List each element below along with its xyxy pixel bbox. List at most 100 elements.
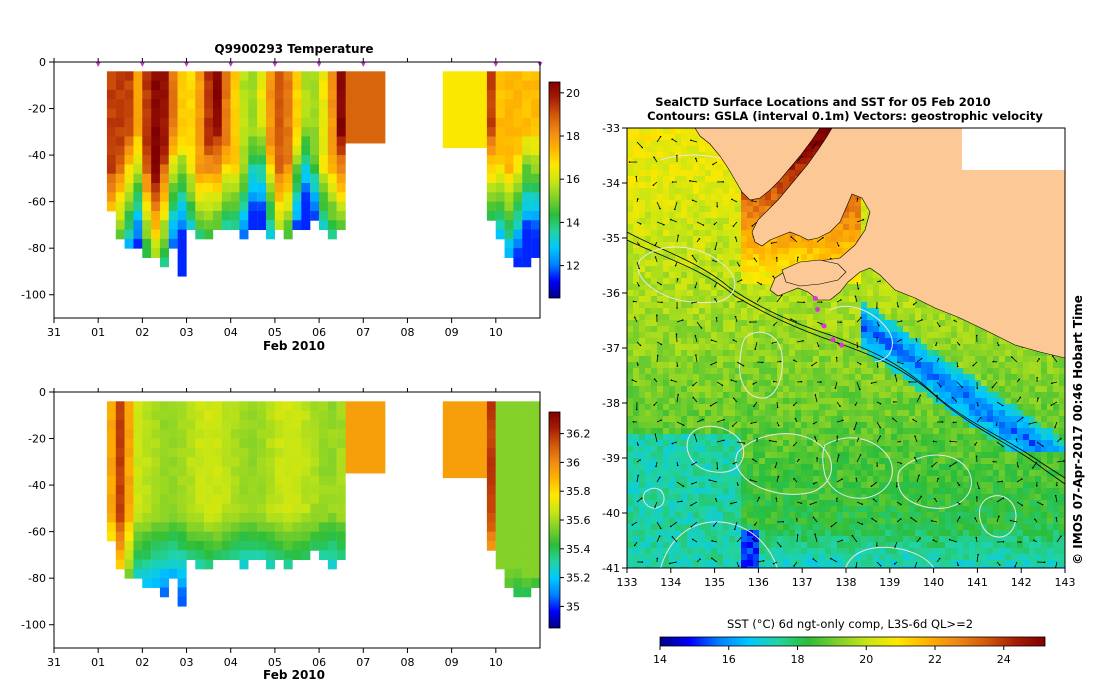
- sst-pixel: [777, 398, 784, 405]
- sst-pixel: [633, 278, 640, 285]
- section-cell: [522, 447, 532, 458]
- section-cell: [204, 201, 214, 212]
- sst-pixel: [993, 356, 1000, 363]
- sst-pixel: [795, 170, 802, 177]
- sst-pixel: [693, 338, 700, 345]
- sst-pixel: [735, 422, 742, 429]
- section-cell: [531, 183, 540, 193]
- sst-pixel: [693, 290, 700, 297]
- sst-pixel: [663, 152, 670, 159]
- sst-pixel: [735, 368, 742, 375]
- section-cell: [239, 475, 249, 486]
- section-cell: [212, 192, 222, 203]
- sst-pixel: [681, 320, 688, 327]
- section-cell: [327, 155, 337, 165]
- sst-pixel: [645, 260, 652, 267]
- sst-pixel: [843, 218, 850, 225]
- sst-pixel: [657, 398, 664, 405]
- sst-pixel: [759, 392, 766, 399]
- sst-pixel: [687, 128, 694, 135]
- x-tick-label: 10: [489, 656, 503, 669]
- sst-pixel: [837, 326, 844, 333]
- section-cell: [177, 201, 187, 212]
- section-cell: [221, 108, 231, 119]
- sst-pixel: [825, 422, 832, 429]
- sst-pixel: [657, 236, 664, 243]
- section-cell: [204, 410, 214, 421]
- sst-pixel: [717, 362, 724, 369]
- sst-pixel: [801, 254, 808, 261]
- sst-pixel: [633, 374, 640, 381]
- section-cell: [257, 164, 267, 175]
- sst-pixel: [687, 290, 694, 297]
- sst-pixel: [885, 332, 892, 339]
- section-cell: [168, 238, 178, 249]
- sst-pixel: [891, 398, 898, 405]
- sst-pixel: [783, 356, 790, 363]
- sst-pixel: [1017, 362, 1024, 369]
- sst-pixel: [825, 416, 832, 423]
- sst-pixel: [627, 164, 634, 171]
- sst-pixel: [831, 368, 838, 375]
- sst-pixel: [663, 308, 670, 315]
- sst-pixel: [711, 152, 718, 159]
- section-cell: [513, 108, 523, 119]
- sst-pixel: [633, 164, 640, 171]
- section-cell: [336, 210, 346, 221]
- sst-pixel: [879, 314, 886, 321]
- sst-pixel: [771, 260, 778, 267]
- section-cell: [115, 192, 125, 203]
- sst-pixel: [693, 206, 700, 213]
- section-cell: [177, 522, 187, 533]
- sst-pixel: [705, 260, 712, 267]
- sst-pixel: [921, 314, 928, 321]
- sst-pixel: [951, 404, 958, 411]
- sst-pixel: [651, 302, 658, 309]
- sst-pixel: [663, 218, 670, 225]
- sst-pixel: [633, 308, 640, 315]
- sst-pixel: [723, 284, 730, 291]
- sst-pixel: [801, 326, 808, 333]
- section-cell: [133, 531, 143, 542]
- sst-pixel: [861, 200, 868, 207]
- section-cell: [248, 522, 258, 533]
- sst-pixel: [729, 296, 736, 303]
- sst-pixel: [627, 218, 634, 225]
- sst-pixel: [879, 344, 886, 351]
- section-cell: [495, 550, 505, 561]
- section-cell: [504, 210, 514, 221]
- sst-pixel: [885, 404, 892, 411]
- section-cell: [195, 99, 205, 110]
- sst-pixel: [903, 362, 910, 369]
- section-cell: [195, 550, 205, 561]
- section-cell: [310, 522, 320, 533]
- sst-pixel: [645, 332, 652, 339]
- sst-pixel: [903, 392, 910, 399]
- y-tick-label: -60: [28, 196, 46, 209]
- sst-pixel: [825, 338, 832, 345]
- sst-pixel: [1059, 392, 1065, 399]
- section-cell: [221, 429, 231, 440]
- section-cell: [522, 155, 532, 165]
- sst-pixel: [861, 386, 868, 393]
- sst-pixel: [969, 362, 976, 369]
- sst-pixel: [789, 320, 796, 327]
- section-cell: [133, 401, 143, 412]
- section-cell: [265, 136, 275, 147]
- sst-pixel: [987, 356, 994, 363]
- sst-pixel: [897, 296, 904, 303]
- sst-pixel: [735, 374, 742, 381]
- sst-pixel: [807, 380, 814, 387]
- sst-pixel: [633, 416, 640, 423]
- sst-pixel: [657, 338, 664, 345]
- section-cell: [195, 494, 205, 505]
- sst-pixel: [693, 170, 700, 177]
- section-cell: [336, 89, 346, 100]
- sst-pixel: [993, 398, 1000, 405]
- sst-pixel: [969, 368, 976, 375]
- sst-pixel: [1035, 404, 1042, 411]
- y-tick-label: -60: [28, 526, 46, 539]
- section-cell: [486, 494, 496, 505]
- section-cell: [495, 210, 505, 221]
- sst-pixel: [669, 422, 676, 429]
